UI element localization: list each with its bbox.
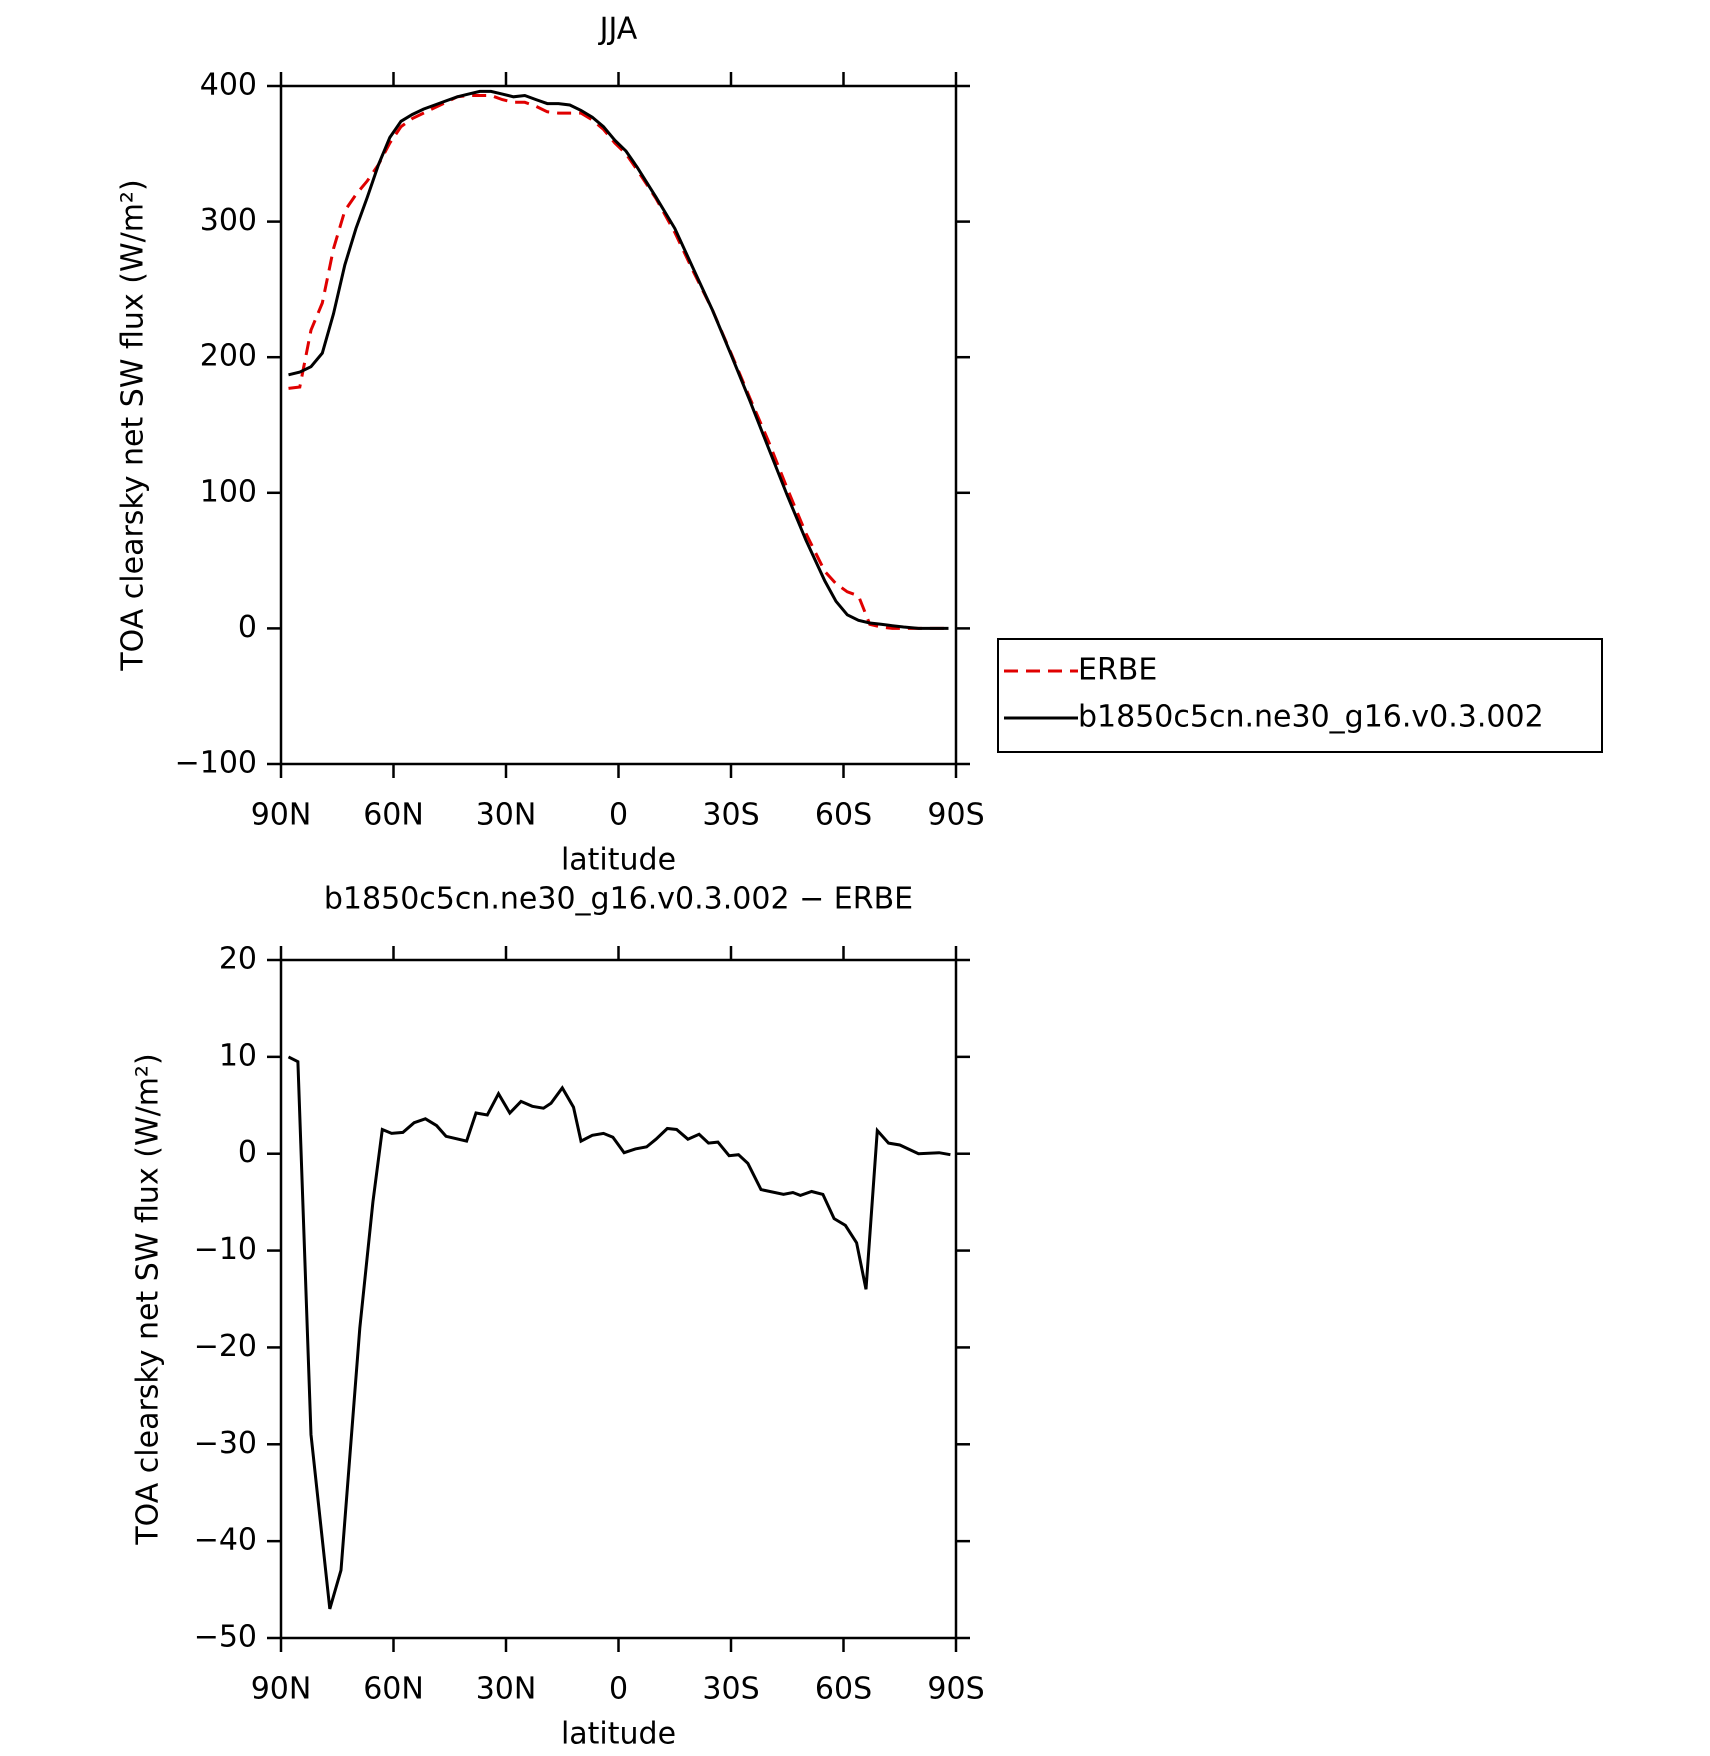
- y-tick-label: 20: [219, 942, 257, 977]
- x-tick-label: 90S: [927, 1672, 984, 1707]
- y-tick-label: −30: [194, 1426, 257, 1461]
- x-tick-label: 90N: [251, 798, 312, 833]
- x-tick-label: 30N: [476, 798, 537, 833]
- y-tick-label: −40: [194, 1523, 257, 1558]
- x-tick-label: 60S: [815, 1672, 872, 1707]
- x-tick-label: 0: [609, 1672, 628, 1707]
- y-tick-label: 100: [200, 474, 257, 509]
- x-axis-label: latitude: [561, 1717, 676, 1752]
- x-tick-label: 60S: [815, 798, 872, 833]
- data-line: [288, 89, 949, 630]
- y-tick-label: −50: [194, 1620, 257, 1655]
- plot-frame: [279, 84, 958, 766]
- x-tick-label: 90S: [927, 798, 984, 833]
- x-tick-label: 90N: [251, 1672, 312, 1707]
- y-tick-label: 300: [200, 203, 257, 238]
- y-tick-label: −20: [194, 1329, 257, 1364]
- y-tick-label: 0: [238, 610, 257, 645]
- legend-label: b1850c5cn.ne30_g16.v0.3.002: [1078, 700, 1544, 735]
- y-tick-label: 200: [200, 339, 257, 374]
- chart-title: JJA: [598, 12, 638, 47]
- x-tick-label: 30S: [702, 798, 759, 833]
- x-tick-label: 60N: [363, 1672, 424, 1707]
- y-tick-label: 0: [238, 1135, 257, 1170]
- y-tick-label: 400: [200, 68, 257, 103]
- x-tick-label: 30S: [702, 1672, 759, 1707]
- y-tick-label: −100: [175, 746, 257, 781]
- data-line: [287, 1055, 951, 1610]
- chart-title: b1850c5cn.ne30_g16.v0.3.002 − ERBE: [324, 882, 913, 917]
- x-tick-label: 60N: [363, 798, 424, 833]
- x-tick-label: 0: [609, 798, 628, 833]
- x-axis-label: latitude: [561, 843, 676, 878]
- data-line: [288, 94, 949, 630]
- plot-frame: [279, 958, 958, 1640]
- y-tick-label: −10: [194, 1232, 257, 1267]
- y-tick-label: 10: [219, 1038, 257, 1073]
- legend-label: ERBE: [1078, 653, 1157, 688]
- y-axis-label: TOA clearsky net SW flux (W/m²): [116, 179, 151, 671]
- y-axis-label: TOA clearsky net SW flux (W/m²): [131, 1053, 166, 1545]
- legend-box: [997, 638, 1603, 753]
- x-tick-label: 30N: [476, 1672, 537, 1707]
